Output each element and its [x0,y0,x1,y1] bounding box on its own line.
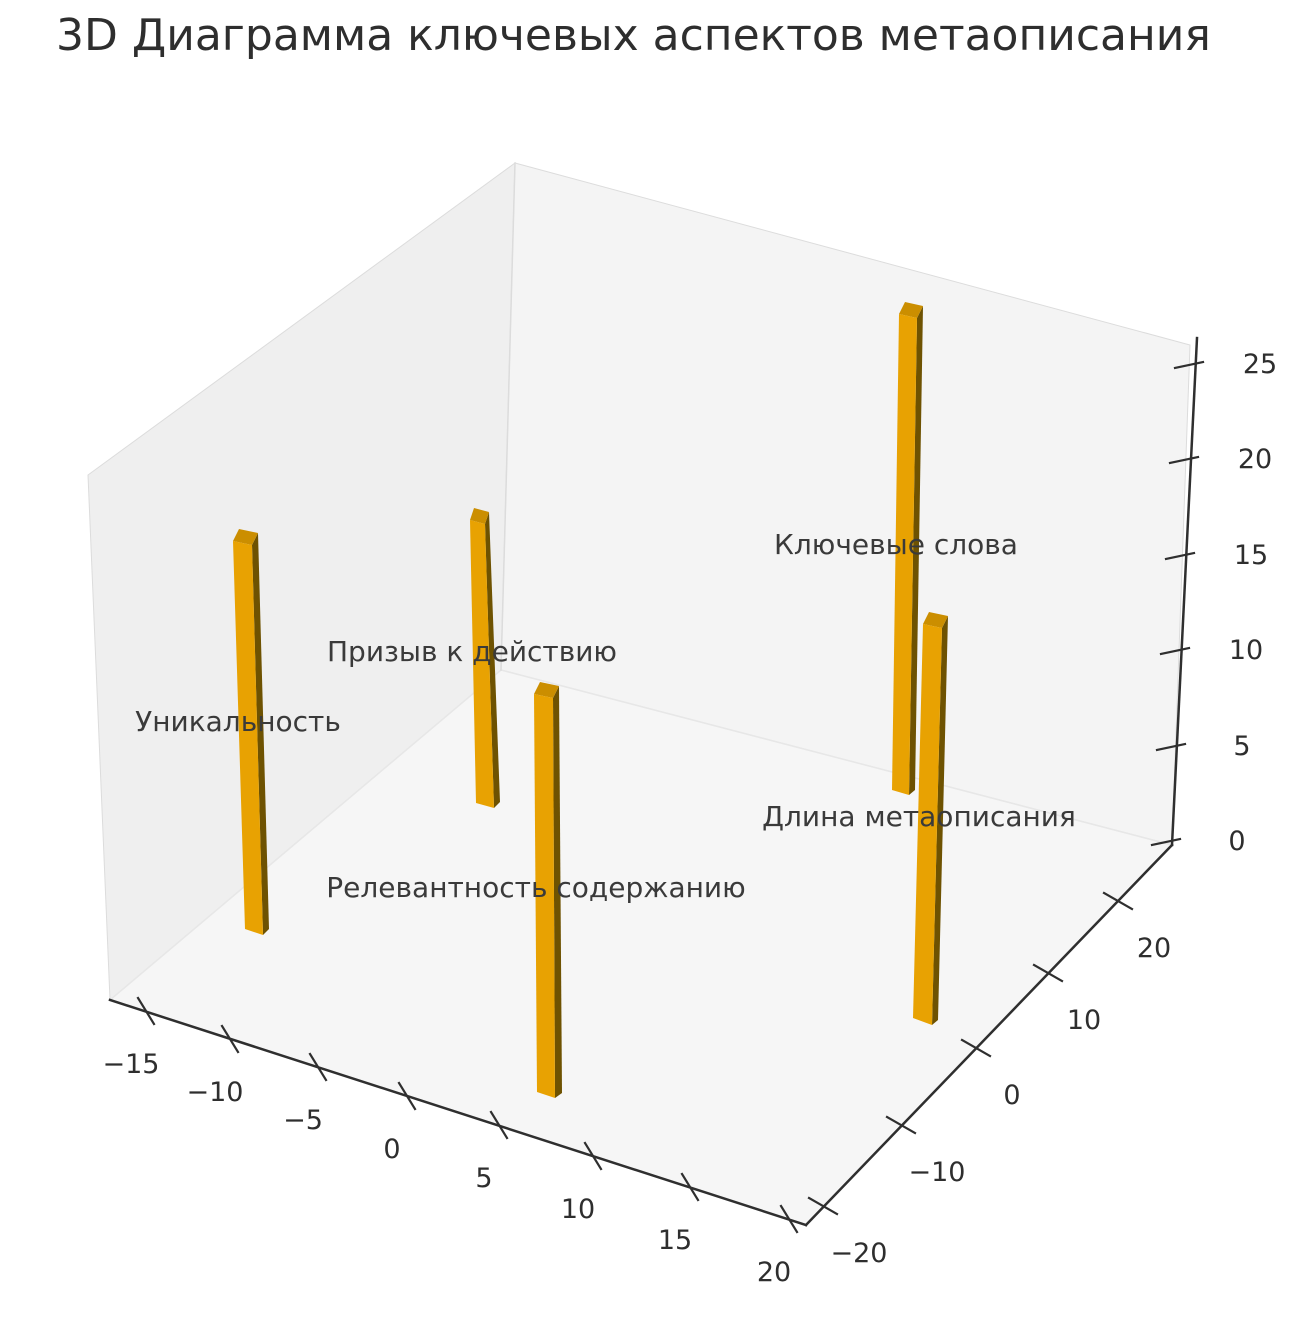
y-tick-mark [1102,891,1134,911]
y-axis-line [804,843,1174,1227]
z-tick-label: 15 [1234,540,1268,571]
z-tick-label: 0 [1228,826,1245,857]
bar-keywords-front-face [892,314,917,795]
y-tick-mark [1032,963,1064,983]
z-tick-mark [1150,837,1182,847]
x-tick-label: 15 [658,1225,692,1256]
y-tick-label: 0 [1003,1080,1020,1111]
x-tick-label: −10 [187,1077,244,1108]
y-tick-mark [807,1196,839,1216]
bar-call-to-action-front-face [470,520,494,808]
bar-content-relevance-front-face [534,694,555,1098]
x-tick-label: −15 [103,1049,160,1080]
axes-panes [87,161,1191,1226]
z-tick-mark [1155,742,1187,752]
y-tick-label: −20 [831,1238,888,1269]
bar-keywords-side-face [909,306,923,795]
bar-uniqueness-top-face [233,529,258,545]
bar-uniqueness-side-face [252,533,269,935]
bar-call-to-action-top-face [470,508,489,524]
z-axis-line [1170,336,1199,847]
x-tick-mark [220,1024,240,1054]
bar-call-to-action-side-face [485,512,500,808]
x-axis-ticks: −15 −10 −5 0 5 10 15 20 [103,996,799,1288]
floor-left-edge [108,668,503,1002]
z-tick-label: 10 [1229,635,1263,666]
bar-uniqueness-front-face [233,541,263,935]
y-tick-label: 20 [1137,933,1171,964]
bar-meta-length-top-face [923,612,948,628]
x-tick-mark [680,1172,700,1202]
x-tick-mark [489,1110,509,1140]
bar-labels: Уникальность Призыв к действию Релевантнос… [135,528,1076,904]
bar-keywords [892,302,923,795]
z-tick-mark [1159,646,1191,656]
y-axis-ticks: −20 −10 0 10 20 [807,891,1171,1269]
bar-label-meta-length: Длина метаописания [762,800,1076,833]
x-tick-mark [397,1081,417,1111]
x-tick-mark [136,996,156,1026]
z-tick-label: 5 [1233,731,1250,762]
z-tick-label: 20 [1238,444,1272,475]
x-tick-mark [308,1052,328,1082]
z-tick-mark [1168,455,1200,465]
bar-content-relevance-top-face [534,682,559,698]
bar-label-content-relevance: Релевантность содержанию [326,871,745,904]
y-tick-label: −10 [909,1157,966,1188]
bar-meta-length-side-face [932,616,948,1025]
x-tick-label: 10 [561,1194,595,1225]
x-tick-label: 20 [757,1257,791,1288]
bar-meta-length [913,612,948,1025]
floor-right-edge [500,669,1173,846]
bar-label-keywords: Ключевые слова [774,528,1018,561]
x-tick-mark [583,1141,603,1171]
chart-title: 3D Диаграмма ключевых аспектов метаописа… [56,10,1211,61]
x-tick-mark [779,1204,799,1234]
bar-call-to-action [470,508,500,808]
bar-keywords-top-face [899,302,923,318]
y-tick-label: 10 [1067,1005,1101,1036]
x-tick-label: 5 [475,1163,492,1194]
z-tick-mark [1173,360,1205,370]
x-tick-label: −5 [283,1105,323,1136]
bar-uniqueness [233,529,269,935]
bar-content-relevance-side-face [553,686,562,1098]
bar-content-relevance [534,682,562,1098]
bar-label-uniqueness: Уникальность [135,705,341,738]
x-tick-label: 0 [383,1134,400,1165]
z-tick-mark [1164,551,1196,561]
back-corner-edge [500,162,516,671]
bar-meta-length-front-face [913,624,942,1025]
y-tick-mark [885,1115,917,1135]
y-tick-mark [960,1038,992,1058]
z-tick-label: 25 [1243,349,1277,380]
bar-label-call-to-action: Призыв к действию [327,635,617,668]
z-axis-ticks: 0 5 10 15 20 25 [1150,349,1277,857]
bars-3d [233,302,948,1098]
